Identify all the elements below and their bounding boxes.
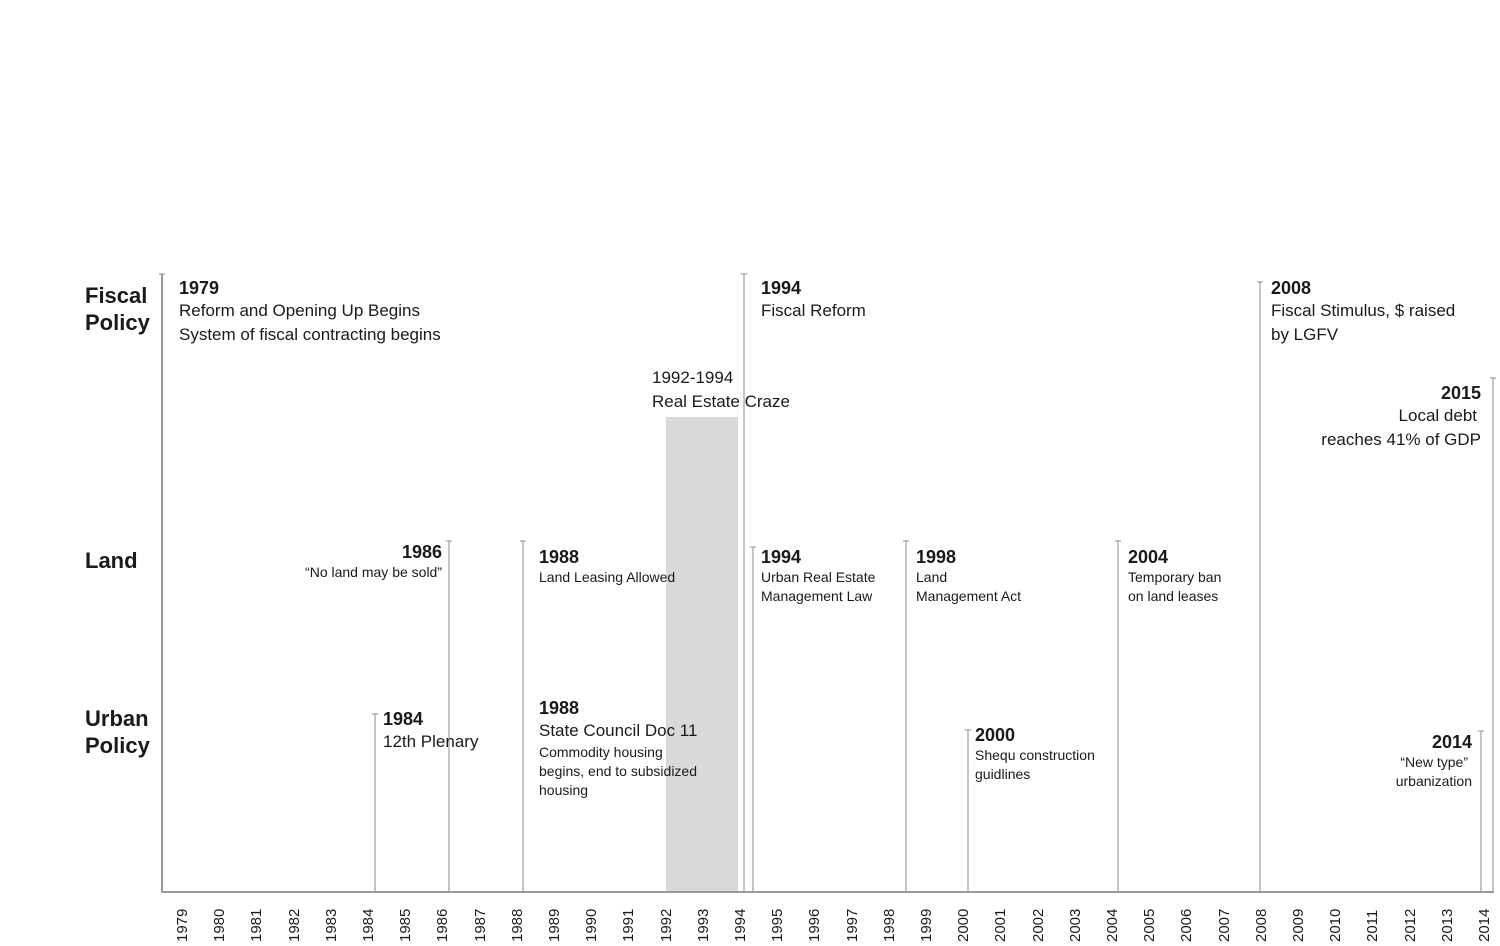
tick-label-2008: 2008 <box>1252 908 1270 942</box>
tick-label-1994: 1994 <box>732 908 749 942</box>
tick-label-1982: 1982 <box>285 908 303 942</box>
event-line: begins, end to subsidized <box>539 763 697 779</box>
event-line: Land <box>916 569 948 585</box>
tick-label-1992: 1992 <box>657 908 675 942</box>
tick-label-2003: 2003 <box>1066 908 1084 942</box>
real-estate-craze-label: 1992-1994 Real Estate Craze <box>652 366 790 414</box>
tick-label-1991: 1991 <box>620 908 638 942</box>
tick-label-2014: 2014 <box>1476 908 1493 942</box>
tick-label-1979: 1979 <box>174 908 191 942</box>
tick-label-1981: 1981 <box>248 908 266 942</box>
tick-label-1986: 1986 <box>434 908 452 942</box>
tick-label-2006: 2006 <box>1178 908 1196 942</box>
event-year: 2008 <box>1271 278 1312 298</box>
event-line: by LGFV <box>1271 325 1339 344</box>
event-urban-2000: 2000 Shequ construction guidlines <box>975 724 1095 784</box>
event-land-1994: 1994 Urban Real Estate Management Law <box>761 546 875 606</box>
event-urban-1988: 1988 State Council Doc 11 Commodity hous… <box>539 697 697 800</box>
tick-label-2009: 2009 <box>1290 908 1307 942</box>
event-land-1986: 1986 “No land may be sold” <box>305 541 442 582</box>
event-year: 1998 <box>916 547 957 567</box>
event-line: 12th Plenary <box>383 732 479 751</box>
event-line: Fiscal Stimulus, $ raised <box>1271 301 1456 320</box>
event-line: System of fiscal contracting begins <box>179 325 441 344</box>
tick-label-2002: 2002 <box>1029 908 1047 942</box>
event-line: on land leases <box>1128 588 1219 604</box>
tick-label-2011: 2011 <box>1364 909 1382 942</box>
tick-label-1997: 1997 <box>843 908 861 942</box>
event-line: guidlines <box>975 766 1031 782</box>
event-line: “New type” <box>1400 754 1468 770</box>
event-line: reaches 41% of GDP <box>1321 430 1481 449</box>
tick-label-2012: 2012 <box>1401 908 1419 942</box>
event-land-1988: 1988 Land Leasing Allowed <box>539 546 675 587</box>
event-year: 1988 <box>539 547 580 567</box>
tick-label-1985: 1985 <box>397 908 415 942</box>
band-text: Real Estate Craze <box>652 392 790 411</box>
category-urban-policy: Urban Policy <box>85 706 150 758</box>
tick-label-1984: 1984 <box>360 908 377 942</box>
event-year: 1979 <box>179 278 220 298</box>
event-year: 1994 <box>761 278 802 298</box>
category-fiscal-policy: Fiscal Policy <box>85 283 150 335</box>
event-year: 2014 <box>1431 732 1472 752</box>
event-line: Management Act <box>916 588 1022 604</box>
event-urban-1984: 1984 12th Plenary <box>383 708 478 754</box>
real-estate-craze-band <box>666 417 738 891</box>
band-years: 1992-1994 <box>652 368 734 387</box>
event-fiscal-1979: 1979 Reform and Opening Up Begins System… <box>179 277 441 347</box>
event-fiscal-2008: 2008 Fiscal Stimulus, $ raised by LGFV <box>1271 277 1455 347</box>
event-land-2004: 2004 Temporary ban on land leases <box>1128 546 1221 606</box>
event-year: 1986 <box>401 542 442 562</box>
tick-label-1993: 1993 <box>694 908 712 942</box>
event-line: Reform and Opening Up Begins <box>179 301 420 320</box>
tick-label-2010: 2010 <box>1327 908 1345 942</box>
tick-label-1987: 1987 <box>471 908 489 942</box>
event-year: 1994 <box>761 547 802 567</box>
tick-label-2005: 2005 <box>1141 908 1159 942</box>
category-land: Land <box>85 548 138 573</box>
tick-label-1995: 1995 <box>769 908 787 942</box>
event-line: urbanization <box>1395 773 1472 789</box>
event-land-1998: 1998 Land Management Act <box>916 546 1021 606</box>
event-urban-2014: 2014 “New type” urbanization <box>1396 731 1472 791</box>
tick-label-1980: 1980 <box>211 908 229 942</box>
tick-label-2007: 2007 <box>1215 908 1233 942</box>
tick-label-1983: 1983 <box>322 908 340 942</box>
event-fiscal-2015: 2015 Local debt reaches 41% of GDP <box>1321 382 1481 452</box>
tick-label-2001: 2001 <box>992 908 1010 942</box>
tick-label-1998: 1998 <box>880 908 898 942</box>
event-year: 2004 <box>1128 547 1169 567</box>
tick-label-1999: 1999 <box>918 908 935 942</box>
tick-label-2013: 2013 <box>1438 908 1456 942</box>
event-line: Commodity housing <box>539 744 663 760</box>
event-line: Local debt <box>1398 406 1477 425</box>
event-year: 2015 <box>1440 383 1481 403</box>
event-line: Management Law <box>761 588 873 604</box>
event-line: housing <box>539 782 589 798</box>
event-year: 1984 <box>383 709 424 729</box>
event-line: Urban Real Estate <box>761 569 876 585</box>
tick-label-2004: 2004 <box>1104 908 1121 942</box>
event-line: Land Leasing Allowed <box>539 569 676 585</box>
event-fiscal-1994: 1994 Fiscal Reform <box>761 277 866 323</box>
tick-label-1989: 1989 <box>546 908 563 942</box>
tick-label-1990: 1990 <box>583 908 601 942</box>
event-title: State Council Doc 11 <box>539 721 698 740</box>
event-line: Fiscal Reform <box>761 301 866 320</box>
tick-label-1996: 1996 <box>806 908 824 942</box>
tick-label-1988: 1988 <box>508 908 526 942</box>
event-line: “No land may be sold” <box>305 564 442 580</box>
tick-label-2000: 2000 <box>955 908 973 942</box>
event-year: 2000 <box>975 725 1016 745</box>
event-year: 1988 <box>539 698 580 718</box>
event-line: Shequ construction <box>975 747 1095 763</box>
event-line: Temporary ban <box>1128 569 1222 585</box>
